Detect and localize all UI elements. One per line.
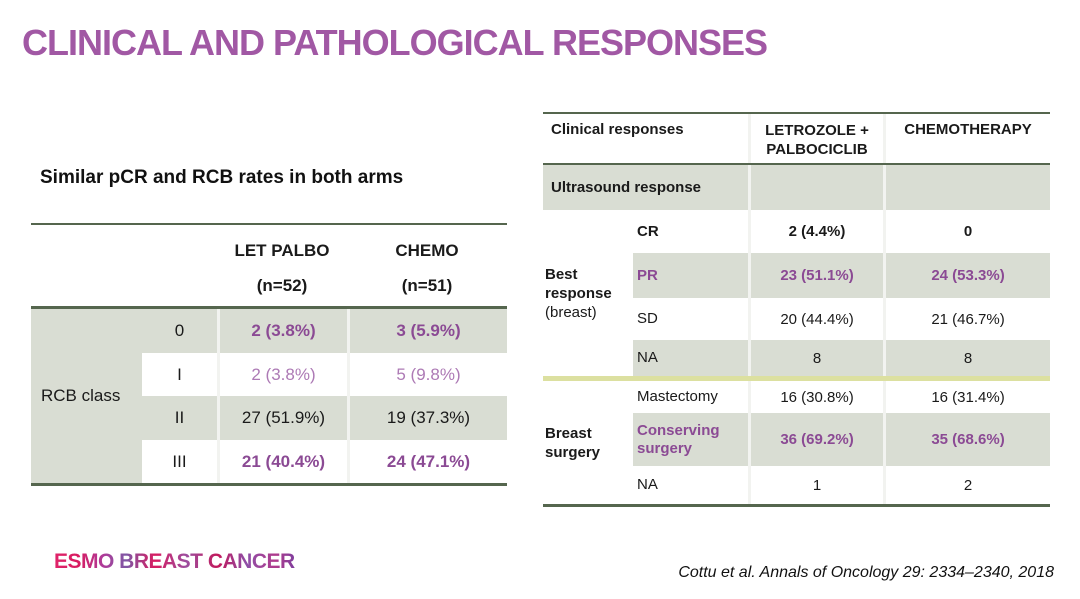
row-label: I [142, 353, 217, 396]
table-cell: 16 (31.4%) [883, 381, 1050, 413]
column-header-line2: (n=52) [256, 276, 308, 295]
column-header-line1: LETROZOLE + [765, 122, 869, 139]
table-cell: 20 (44.4%) [748, 298, 883, 340]
left-table-header-let-palbo: LET PALBO (n=52) [217, 225, 347, 306]
group-label-line2: surgery [545, 443, 601, 461]
table-cell: 16 (30.8%) [748, 381, 883, 413]
row-label: SD [633, 298, 748, 340]
table-cell: 2 [883, 466, 1050, 504]
table-cell: 24 (53.3%) [883, 253, 1050, 298]
row-label: NA [633, 466, 748, 504]
section-divider-line [543, 376, 1050, 381]
table-cell: 21 (46.7%) [883, 298, 1050, 340]
group-best-response: Best response (breast) CR 2 (4.4%) 0 PR … [543, 210, 1050, 376]
table-cell: 5 (9.8%) [347, 353, 507, 396]
row-label: CR [633, 210, 748, 253]
column-header-line1: LET PALBO [234, 241, 330, 260]
left-table-header-spacer [31, 225, 217, 306]
section-header-ultrasound-response: Ultrasound response [543, 165, 1050, 210]
group-label-breast-surgery: Breast surgery [543, 381, 633, 504]
column-header-clinical-responses: Clinical responses [551, 121, 684, 138]
right-table-header-row: Clinical responses LETROZOLE + PALBOCICL… [543, 112, 1050, 165]
column-header-line2: (n=51) [401, 276, 453, 295]
right-table: Clinical responses LETROZOLE + PALBOCICL… [543, 112, 1050, 507]
row-label: PR [633, 253, 748, 298]
table-cell: 2 (3.8%) [217, 309, 347, 353]
left-table-body: RCB class 0 2 (3.8%) 3 (5.9%) I 2 (3.8%)… [31, 306, 507, 486]
slide-title: CLINICAL AND PATHOLOGICAL RESPONSES [22, 22, 768, 63]
group-breast-surgery: Breast surgery Mastectomy 16 (30.8%) 16 … [543, 381, 1050, 507]
table-cell: 8 [748, 340, 883, 376]
table-cell: 0 [883, 210, 1050, 253]
table-cell: 35 (68.6%) [883, 413, 1050, 466]
empty-cell [748, 165, 883, 210]
column-header-line1: CHEMO [395, 241, 459, 260]
citation: Cottu et al. Annals of Oncology 29: 2334… [678, 564, 1054, 581]
row-label: III [142, 440, 217, 483]
group-label-rcb-class: RCB class [31, 309, 142, 483]
group-label-best-response: Best response (breast) [543, 210, 633, 376]
table-cell: 3 (5.9%) [347, 309, 507, 353]
table-cell: 2 (3.8%) [217, 353, 347, 396]
table-cell: 8 [883, 340, 1050, 376]
empty-cell [883, 165, 1050, 210]
left-table-caption: Similar pCR and RCB rates in both arms [40, 167, 404, 188]
group-label-line1: Breast [545, 424, 592, 442]
table-cell: 21 (40.4%) [217, 440, 347, 483]
row-label: II [142, 396, 217, 440]
esmo-breast-cancer-logo: ESMO BREAST CANCER [54, 550, 295, 573]
column-header-chemotherapy: CHEMOTHERAPY [883, 114, 1050, 163]
column-header-line2: PALBOCICLIB [766, 141, 868, 158]
left-table: LET PALBO (n=52) CHEMO (n=51) RCB class … [31, 223, 507, 486]
row-label: Conserving surgery [633, 413, 748, 466]
section-header-label: Ultrasound response [551, 179, 702, 196]
group-label-line1: Best [545, 265, 578, 283]
table-cell: 36 (69.2%) [748, 413, 883, 466]
left-table-header-chemo: CHEMO (n=51) [347, 225, 507, 306]
row-label: NA [633, 340, 748, 376]
row-label: 0 [142, 309, 217, 353]
table-cell: 2 (4.4%) [748, 210, 883, 253]
table-cell: 1 [748, 466, 883, 504]
group-label-note: (breast) [545, 303, 597, 321]
group-label-line2: response [545, 284, 612, 302]
column-header-letrozole-palbociclib: LETROZOLE + PALBOCICLIB [748, 114, 883, 163]
left-table-header-row: LET PALBO (n=52) CHEMO (n=51) [31, 223, 507, 306]
table-cell: 24 (47.1%) [347, 440, 507, 483]
table-cell: 27 (51.9%) [217, 396, 347, 440]
table-cell: 19 (37.3%) [347, 396, 507, 440]
table-cell: 23 (51.1%) [748, 253, 883, 298]
row-label: Mastectomy [633, 381, 748, 413]
